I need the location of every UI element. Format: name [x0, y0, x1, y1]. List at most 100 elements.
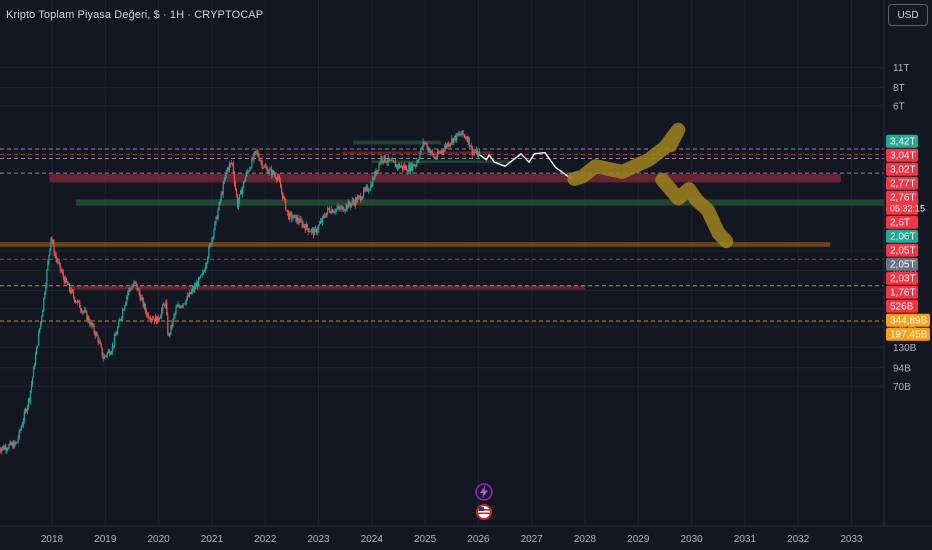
candle-body — [306, 223, 308, 229]
candle-body — [16, 441, 18, 444]
candle-body — [264, 166, 266, 168]
candle-body — [259, 160, 261, 162]
x-tick-label: 2025 — [414, 534, 437, 545]
candle-body — [427, 147, 429, 150]
candle-body — [318, 223, 321, 226]
candle-body — [38, 332, 40, 346]
candle-body — [14, 441, 16, 444]
price-badge-label: 2,06T — [890, 232, 916, 243]
candle-body — [420, 147, 422, 153]
candle-body — [150, 318, 153, 320]
candle-body — [429, 151, 431, 153]
candle-body — [184, 303, 186, 305]
candle-body — [255, 150, 257, 152]
candle-body — [95, 332, 97, 336]
candle-body — [357, 196, 360, 198]
candle-body — [119, 319, 121, 322]
candle-body — [424, 142, 426, 144]
candle-body — [203, 271, 205, 273]
candle-body — [309, 231, 311, 233]
candle-body — [82, 311, 84, 313]
candle-body — [294, 215, 296, 216]
candle-body — [397, 164, 400, 168]
candle-body — [387, 157, 389, 163]
candle-body — [289, 212, 291, 220]
price-badge-label: 3,42T — [890, 137, 916, 148]
candle-body — [347, 201, 349, 209]
candle-body — [322, 216, 324, 223]
candle-body — [325, 216, 327, 218]
candle-body — [359, 195, 362, 201]
candle-body — [439, 152, 442, 154]
candle-body — [267, 172, 269, 174]
candle-body — [419, 152, 421, 159]
candle-body — [90, 322, 92, 326]
candle-body — [87, 316, 89, 320]
candle-body — [390, 159, 392, 161]
candle-body — [235, 189, 238, 196]
candle-body — [187, 295, 189, 297]
candle-body — [274, 175, 277, 178]
candle-body — [476, 150, 478, 157]
candle-body — [296, 217, 298, 222]
candle-body — [201, 274, 203, 276]
candle-body — [228, 164, 230, 170]
candle-body — [215, 216, 217, 222]
candle-body — [175, 307, 177, 313]
candle-body — [161, 309, 163, 317]
candle-body — [110, 351, 113, 354]
candle-body — [353, 202, 355, 206]
candle-body — [12, 443, 14, 449]
candle-body — [293, 215, 295, 218]
candle-body — [220, 194, 222, 201]
candle-body — [276, 176, 279, 180]
candle-body — [258, 156, 260, 161]
y-tick-label: 70B — [893, 382, 911, 393]
candle-body — [469, 145, 471, 147]
candle-body — [155, 316, 158, 324]
candle-body — [440, 150, 443, 153]
lightning-icon[interactable] — [469, 477, 499, 507]
candle-body — [45, 284, 47, 293]
candle-body — [291, 213, 293, 219]
candle-body — [441, 150, 444, 152]
candle-body — [371, 184, 373, 187]
candle-body — [303, 224, 305, 227]
candle-body — [462, 130, 464, 135]
price-badge — [886, 257, 918, 271]
currency-button[interactable]: USD — [888, 4, 928, 26]
candle-body — [24, 409, 26, 412]
candle-body — [352, 200, 354, 203]
candle-body — [466, 138, 468, 142]
candle-body — [84, 310, 86, 312]
x-tick-label: 2023 — [307, 534, 330, 545]
candle-body — [416, 161, 418, 166]
candle-body — [141, 297, 143, 299]
candle-body — [473, 151, 475, 153]
candle-body — [292, 217, 294, 219]
scribble-stroke — [567, 122, 686, 186]
candle-body — [158, 316, 160, 320]
candle-body — [411, 163, 413, 171]
candle-body — [426, 143, 428, 150]
zone-red — [342, 151, 492, 154]
candle-body — [107, 350, 109, 353]
candle-body — [192, 288, 195, 291]
candle-body — [40, 321, 42, 329]
candle-body — [410, 163, 412, 172]
candle-body — [307, 228, 309, 232]
candle-body — [125, 302, 127, 306]
candle-body — [26, 406, 28, 412]
zones — [0, 140, 885, 290]
us-flag-icon[interactable] — [469, 497, 499, 527]
y-tick-label: 11T — [893, 63, 910, 74]
candle-body — [451, 138, 453, 143]
candle-body — [311, 229, 313, 230]
candle-body — [105, 355, 107, 357]
candle-body — [132, 285, 134, 287]
candle-body — [123, 309, 125, 311]
candle-body — [188, 292, 190, 297]
candle-body — [131, 286, 133, 290]
candle-body — [336, 208, 338, 210]
